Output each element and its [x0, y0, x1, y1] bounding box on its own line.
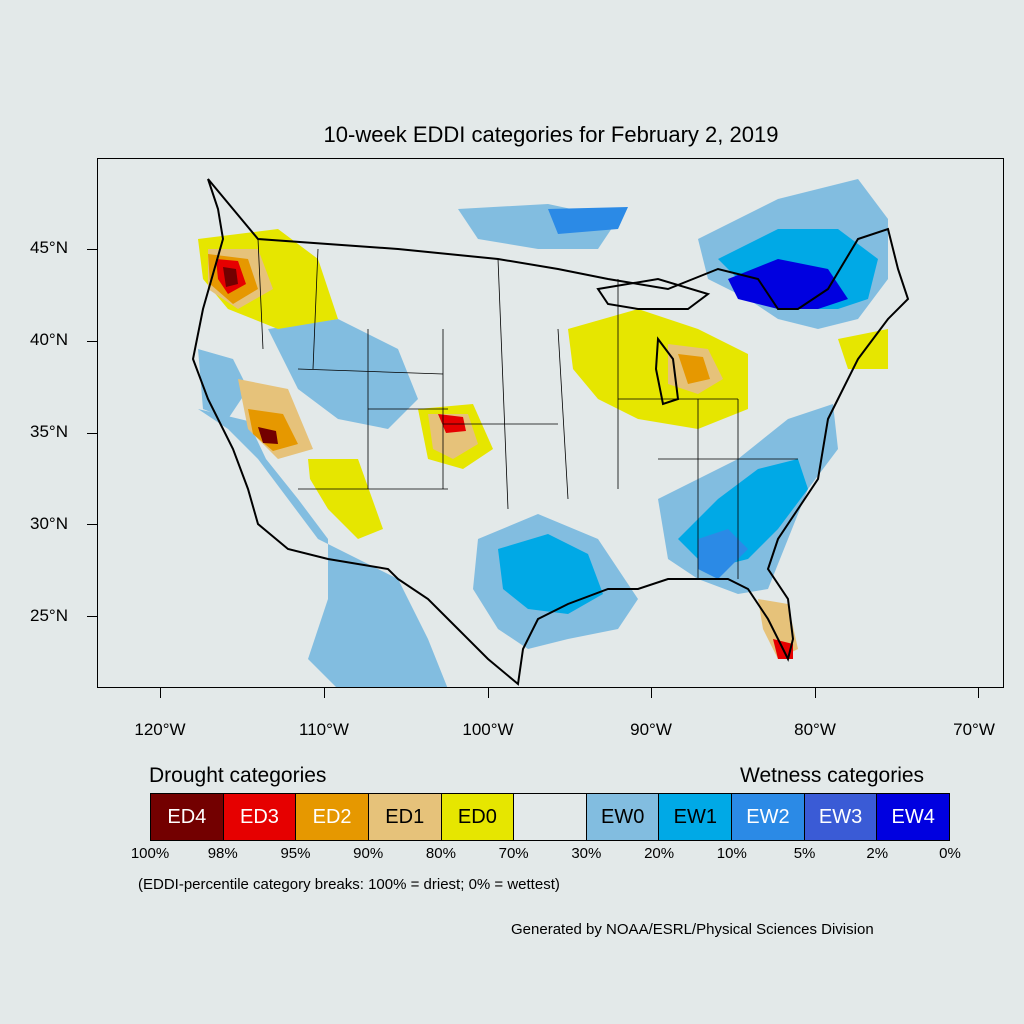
region-ew2-georgia [698, 529, 748, 579]
break-label: 80% [425, 845, 456, 862]
lat-label-45: 45°N [30, 238, 68, 257]
break-label: 100% [130, 845, 170, 862]
lake-superior [596, 277, 711, 310]
lat-label-30: 30°N [30, 514, 68, 533]
region-ew2-minnesota [548, 207, 628, 234]
drought-regions [198, 229, 888, 659]
legend-cell-neutral [514, 794, 587, 840]
lon-tick [324, 688, 325, 698]
region-ed0-midatlantic [838, 329, 888, 369]
break-label: 98% [207, 845, 238, 862]
legend-cell-ew2: EW2 [732, 794, 805, 840]
legend-cell-ed3: ED3 [223, 794, 297, 840]
lat-label-35: 35°N [30, 422, 68, 441]
eddi-map-canvas [191, 178, 910, 687]
lon-tick [815, 688, 816, 698]
lon-label-120: 120°W [134, 720, 186, 739]
lat-tick [87, 616, 97, 617]
boundaries [191, 178, 910, 686]
category-note: (EDDI-percentile category breaks: 100% =… [138, 876, 560, 893]
lon-label-110: 110°W [299, 720, 349, 739]
map-title: 10-week EDDI categories for February 2, … [323, 122, 779, 147]
break-label: 95% [280, 845, 311, 862]
lon-label-80: 80°W [794, 720, 836, 739]
legend-cell-ew1: EW1 [659, 794, 733, 840]
region-ed4-nevada [258, 427, 278, 444]
lat-tick [87, 341, 97, 342]
region-ed4-oregon [223, 267, 238, 287]
break-label: 70% [498, 845, 529, 862]
region-ew1-texas [498, 534, 603, 614]
region-ed2-nevada [248, 409, 298, 451]
legend-cell-ed2: ED2 [296, 794, 369, 840]
legend-cell-ed4: ED4 [151, 794, 224, 840]
lat-label-25: 25°N [30, 606, 68, 625]
great-lake-michigan [654, 336, 680, 406]
legend-cell-ew0: EW0 [586, 794, 660, 840]
us-outline [191, 178, 910, 686]
drought-heading: Drought categories [149, 764, 327, 787]
legend-cell-ew4: EW4 [877, 794, 950, 840]
legend-cell-ed1: ED1 [368, 794, 442, 840]
region-ew0-rockies [268, 319, 418, 429]
credit-line: Generated by NOAA/ESRL/Physical Sciences… [511, 921, 874, 938]
lon-label-100: 100°W [462, 720, 514, 739]
lat-tick [87, 249, 97, 250]
break-label: 30% [571, 845, 602, 862]
lon-label-70: 70°W [953, 720, 995, 739]
break-label: 2% [866, 845, 889, 862]
lon-tick [160, 688, 161, 698]
lat-tick [87, 524, 97, 525]
category-legend: ED4 ED3 ED2 ED1 ED0 EW0 EW1 EW2 EW3 EW4 [150, 793, 950, 841]
region-ed1-colorado [428, 414, 478, 459]
lon-label-90: 90°W [630, 720, 672, 739]
eddi-map [97, 158, 1004, 688]
lon-tick [978, 688, 979, 698]
wetness-regions [198, 179, 888, 687]
lat-tick [87, 433, 97, 434]
lon-tick [488, 688, 489, 698]
break-label: 0% [939, 845, 961, 862]
region-ed3-colorado [438, 414, 466, 433]
region-ed2-michigan [678, 354, 710, 384]
lon-tick [651, 688, 652, 698]
legend-cell-ew3: EW3 [804, 794, 878, 840]
region-ew0-southwest [198, 409, 448, 687]
region-ew0-california [198, 349, 248, 419]
break-label: 10% [716, 845, 747, 862]
region-ed0-great-lakes [568, 309, 748, 429]
break-label: 5% [793, 845, 816, 862]
wetness-heading: Wetness categories [740, 764, 925, 787]
region-ed0-arizona [308, 459, 383, 539]
lat-label-40: 40°N [30, 330, 68, 349]
state-borders [257, 238, 798, 579]
legend-cell-ed0: ED0 [441, 794, 515, 840]
break-label: 20% [644, 845, 675, 862]
break-label: 90% [353, 845, 384, 862]
